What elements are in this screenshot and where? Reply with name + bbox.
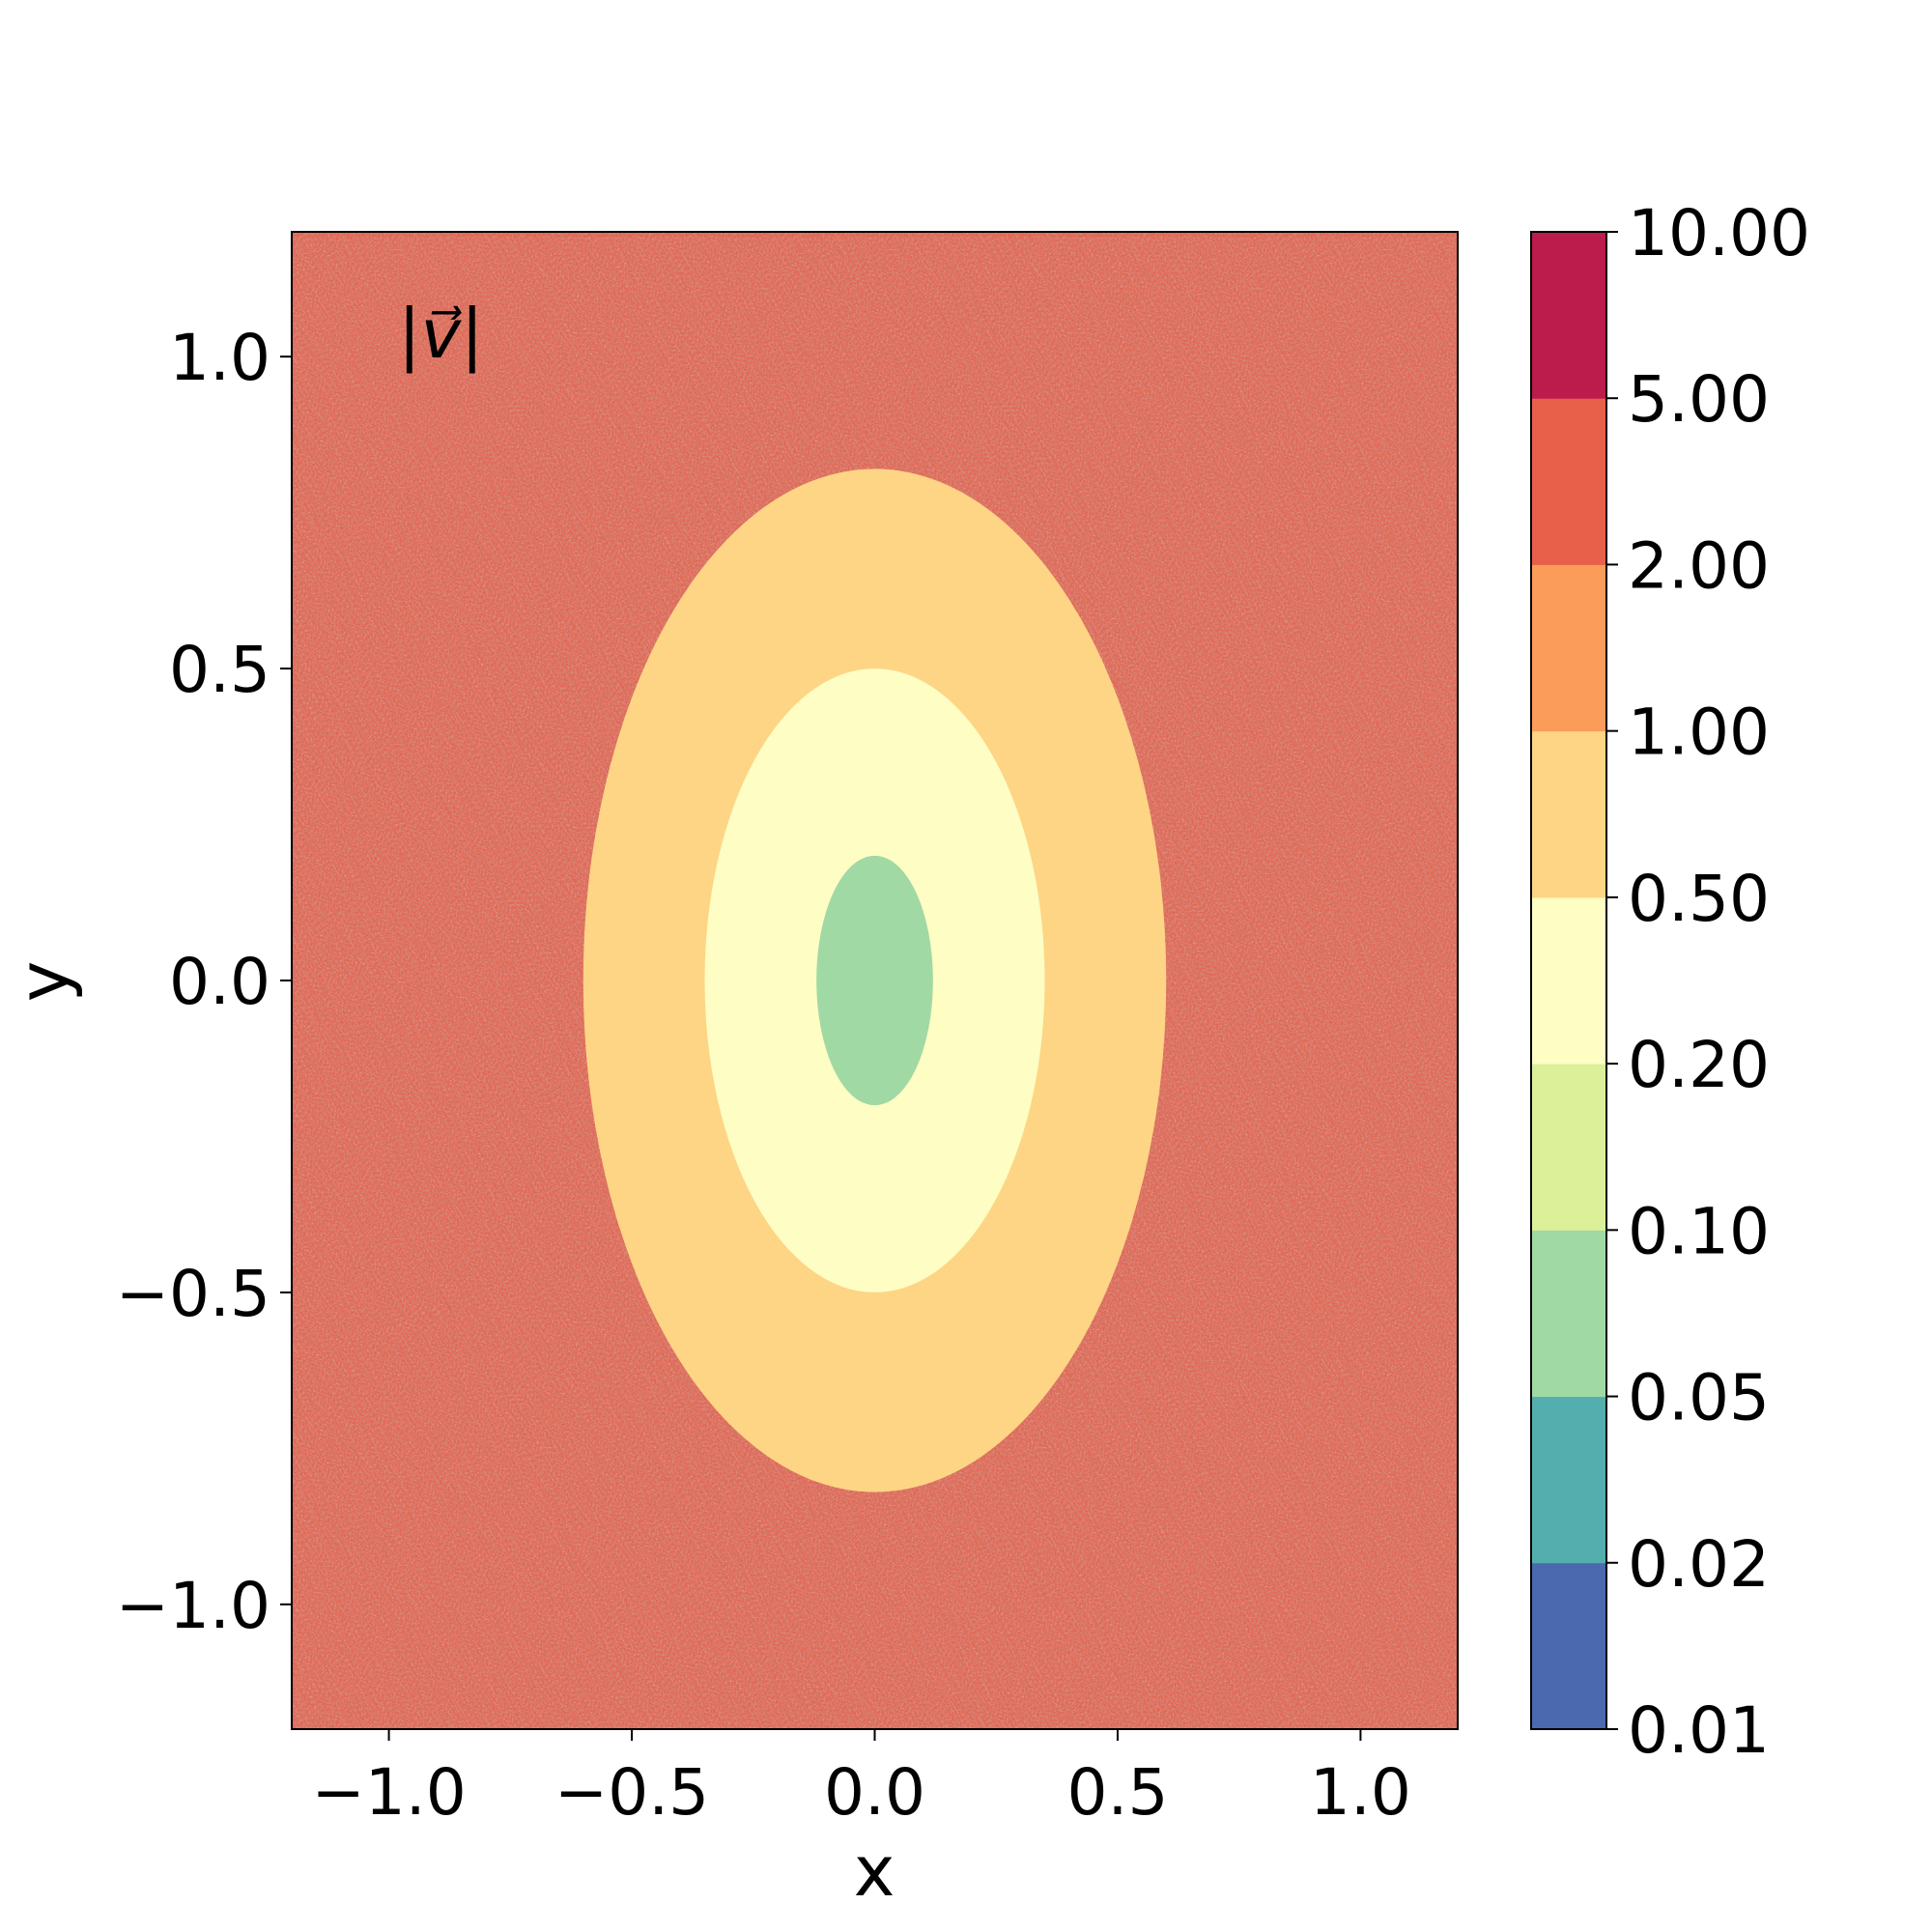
colorbar-band xyxy=(1531,1396,1606,1564)
core-region xyxy=(816,855,933,1106)
colorbar-band xyxy=(1531,232,1606,399)
x-tick-label: 0.0 xyxy=(824,1755,925,1830)
colorbar: 0.01 0.02 0.05 0.10 0.20 0.50 1.00 2.00 5.00 10.0… xyxy=(1530,196,1810,1768)
colorbar-tick-label: 0.50 xyxy=(1628,862,1770,936)
colorbar-band xyxy=(1531,398,1606,565)
colorbar-band xyxy=(1531,1064,1606,1231)
x-tick-label: 0.5 xyxy=(1066,1755,1168,1830)
y-tick-label: 0.5 xyxy=(169,633,270,707)
colorbar-tick-label: 0.01 xyxy=(1628,1693,1770,1768)
y-tick-label: 0.0 xyxy=(169,945,270,1019)
y-axis-ticks: 1.0 0.5 0.0 −0.5 −1.0 xyxy=(116,321,292,1643)
y-axis-label: y xyxy=(3,961,84,1003)
colorbar-band xyxy=(1531,896,1606,1065)
colorbar-frame xyxy=(1530,231,1607,1730)
colorbar-tick-label: 1.00 xyxy=(1628,696,1770,770)
colorbar-band xyxy=(1531,564,1606,732)
y-tick-label: −1.0 xyxy=(116,1569,270,1643)
y-tick-label: 1.0 xyxy=(169,321,270,395)
quantity-label: |v⃗| xyxy=(398,295,484,374)
colorbar-band xyxy=(1531,730,1606,898)
x-tick-label: −0.5 xyxy=(554,1755,709,1830)
colorbar-tick-label: 2.00 xyxy=(1628,528,1770,603)
colorbar-tick-label: 0.20 xyxy=(1628,1028,1770,1102)
colorbar-tick-label: 0.02 xyxy=(1628,1527,1770,1602)
x-tick-label: 1.0 xyxy=(1310,1755,1411,1830)
colorbar-tick-label: 0.05 xyxy=(1628,1361,1770,1435)
colorbar-band xyxy=(1531,1230,1606,1398)
heatmap-field xyxy=(292,232,1458,1729)
x-axis-label: x xyxy=(854,1831,895,1912)
colorbar-band xyxy=(1531,1562,1606,1730)
colorbar-tick-label: 10.00 xyxy=(1628,196,1810,270)
x-tick-label: −1.0 xyxy=(311,1755,466,1830)
x-axis-ticks: −1.0 −0.5 0.0 0.5 1.0 xyxy=(311,1729,1411,1830)
colorbar-tick-label: 5.00 xyxy=(1628,362,1770,437)
y-tick-label: −0.5 xyxy=(116,1257,270,1331)
colorbar-tick-label: 0.10 xyxy=(1628,1194,1770,1268)
